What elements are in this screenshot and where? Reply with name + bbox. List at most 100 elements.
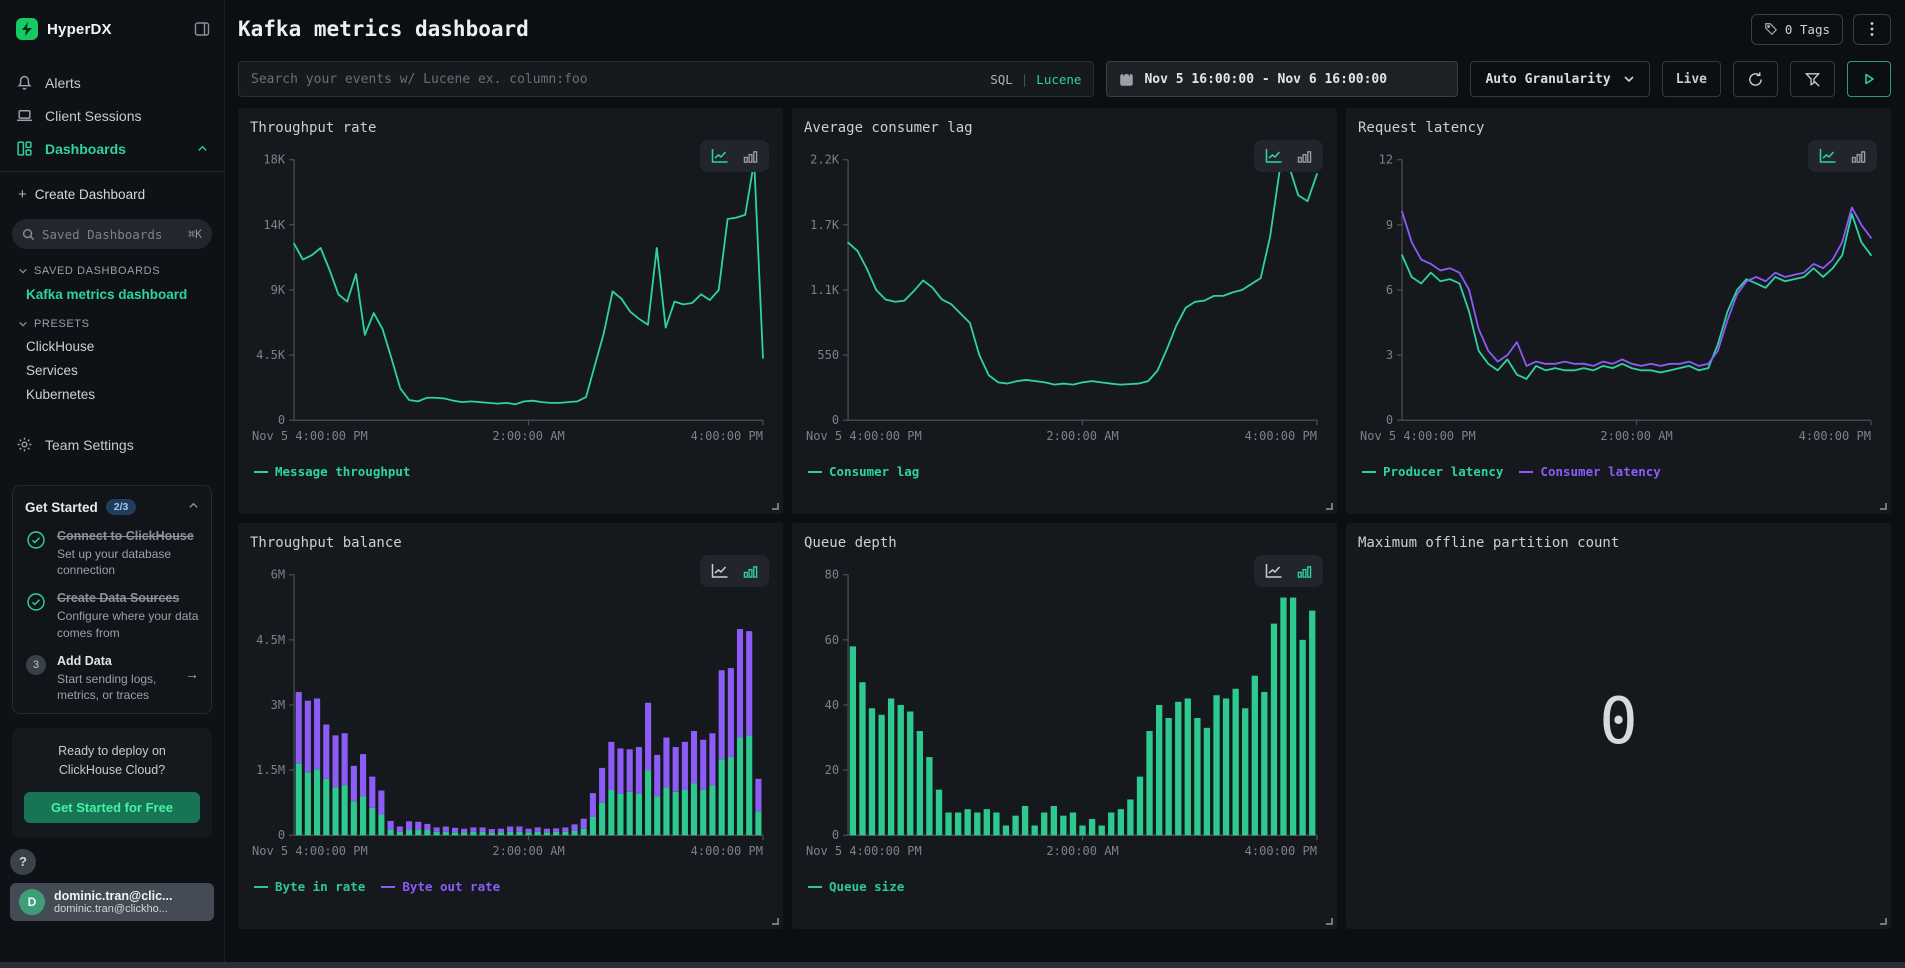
panel-title: Throughput rate	[250, 120, 377, 136]
bar-chart-icon[interactable]	[743, 149, 758, 164]
chart-canvas[interactable]: 0 4.5K 9K 14K 18K Nov 5 4:00:00 PM 2:00:00 AM 4…	[250, 144, 771, 462]
get-started-step-1[interactable]: Connect to ClickHouse Set up your databa…	[25, 529, 199, 578]
bar-chart-icon[interactable]	[1297, 564, 1312, 579]
sidebar-collapse-icon[interactable]	[194, 21, 210, 37]
legend-item: Byte in rate	[254, 879, 365, 894]
create-dashboard-button[interactable]: + Create Dashboard	[18, 186, 146, 203]
panel-resize-handle[interactable]	[772, 918, 779, 925]
chart-canvas[interactable]: 0 1.5M 3M 4.5M 6M Nov 5 4:00:00 PM 2:00:00 AM 4…	[250, 559, 771, 877]
sidebar-item-kafka-dashboard[interactable]: Kafka metrics dashboard	[26, 287, 188, 302]
sidebar-item-client-sessions[interactable]: Client Sessions	[0, 99, 224, 132]
legend-label: Message throughput	[275, 464, 411, 479]
event-search-box[interactable]: SQL | Lucene	[238, 61, 1095, 97]
date-range-picker[interactable]: Nov 5 16:00:00 - Nov 6 16:00:00	[1106, 61, 1459, 97]
refresh-button[interactable]	[1733, 61, 1778, 97]
svg-text:4.5K: 4.5K	[256, 348, 286, 362]
sidebar-item-clickhouse[interactable]: ClickHouse	[26, 339, 95, 354]
svg-text:6: 6	[1386, 283, 1393, 297]
shortcut-badge: ⌘K	[188, 227, 202, 241]
bar-chart-icon[interactable]	[743, 564, 758, 579]
run-query-button[interactable]	[1847, 61, 1891, 97]
svg-text:9K: 9K	[271, 283, 286, 297]
get-started-step-2[interactable]: Create Data Sources Configure where your…	[25, 591, 199, 640]
user-menu[interactable]: D dominic.tran@clic... dominic.tran@clic…	[10, 882, 214, 921]
panel-resize-handle[interactable]	[1880, 918, 1887, 925]
line-chart-icon[interactable]	[1265, 148, 1283, 164]
line-chart-icon[interactable]	[1265, 563, 1283, 579]
user-email: dominic.tran@clickho...	[54, 902, 168, 915]
tag-icon	[1765, 23, 1777, 36]
lucene-toggle[interactable]: Lucene	[1036, 71, 1082, 87]
svg-text:40: 40	[825, 698, 839, 712]
sidebar-item-label: Dashboards	[45, 140, 126, 157]
line-chart-icon[interactable]	[711, 563, 729, 579]
legend-label: Consumer latency	[1540, 464, 1661, 479]
chevron-up-icon[interactable]	[188, 498, 199, 516]
help-button[interactable]: ?	[10, 848, 36, 875]
get-started-free-button[interactable]: Get Started for Free	[24, 791, 200, 823]
legend-swatch	[381, 885, 396, 888]
panel-resize-handle[interactable]	[1880, 503, 1887, 510]
bar-chart-icon[interactable]	[1851, 149, 1866, 164]
step-title: Add Data	[57, 653, 112, 668]
toolbar: SQL | Lucene Nov 5 16:00:00 - Nov 6 16:0…	[238, 60, 1891, 98]
chart-panel-queue-depth: Queue depth 0 20 40 60 80 Nov 5 4:00:00 PM 2:0…	[792, 523, 1337, 929]
refresh-icon	[1749, 71, 1762, 86]
bell-icon	[17, 75, 32, 90]
svg-text:4.5M: 4.5M	[256, 633, 285, 647]
panel-resize-handle[interactable]	[1326, 918, 1333, 925]
plus-icon: +	[18, 186, 27, 203]
svg-text:0: 0	[832, 413, 839, 427]
svg-text:Nov 5 4:00:00 PM: Nov 5 4:00:00 PM	[252, 844, 368, 858]
saved-dashboards-section-header[interactable]: SAVED DASHBOARDS	[18, 265, 224, 277]
chart-canvas[interactable]: 0 3 6 9 12 Nov 5 4:00:00 PM 2:00:00 AM 4:00:00 …	[1358, 144, 1879, 462]
deploy-card: Ready to deploy on ClickHouse Cloud? Get…	[12, 728, 212, 837]
horizontal-scrollbar[interactable]	[0, 962, 1905, 968]
saved-dashboards-search-input[interactable]: Saved Dashboards ⌘K	[12, 219, 212, 249]
sql-toggle[interactable]: SQL	[990, 71, 1013, 87]
event-search-input[interactable]	[251, 71, 991, 87]
chart-canvas[interactable]: 0 20 40 60 80 Nov 5 4:00:00 PM 2:00:00 AM 4:00:…	[804, 559, 1325, 877]
chart-legend: Queue size	[808, 879, 1325, 894]
step-desc: Configure where your data comes from	[57, 609, 199, 640]
live-button[interactable]: Live	[1661, 61, 1721, 97]
chart-legend: Byte in rate Byte out rate	[254, 879, 771, 894]
bar-chart-icon[interactable]	[1297, 149, 1312, 164]
svg-text:2:00:00 AM: 2:00:00 AM	[1600, 429, 1672, 443]
svg-text:9: 9	[1386, 218, 1393, 232]
sidebar-item-services[interactable]: Services	[26, 363, 78, 378]
chart-canvas[interactable]: 0 550 1.1K 1.7K 2.2K Nov 5 4:00:00 PM 2:00:00 …	[804, 144, 1325, 462]
more-options-button[interactable]	[1853, 13, 1891, 45]
line-chart-icon[interactable]	[1819, 148, 1837, 164]
calendar-icon	[1120, 72, 1134, 86]
chevron-up-icon[interactable]	[197, 141, 208, 157]
presets-section-header[interactable]: PRESETS	[18, 318, 224, 330]
filter-button[interactable]	[1790, 61, 1835, 97]
step-title: Connect to ClickHouse	[57, 529, 194, 543]
query-language-toggle: SQL | Lucene	[990, 71, 1082, 87]
svg-text:2:00:00 AM: 2:00:00 AM	[1046, 429, 1118, 443]
svg-text:550: 550	[817, 348, 839, 362]
filter-off-icon	[1804, 72, 1821, 87]
svg-text:2:00:00 AM: 2:00:00 AM	[492, 844, 564, 858]
sidebar-item-alerts[interactable]: Alerts	[0, 66, 224, 99]
sidebar-item-team-settings[interactable]: Team Settings	[0, 428, 224, 461]
logo-text: HyperDX	[47, 20, 112, 38]
svg-text:12: 12	[1379, 153, 1393, 167]
date-range-value: Nov 5 16:00:00 - Nov 6 16:00:00	[1144, 71, 1388, 87]
panel-resize-handle[interactable]	[772, 503, 779, 510]
svg-text:4:00:00 PM: 4:00:00 PM	[1245, 844, 1317, 858]
panel-title: Queue depth	[804, 535, 897, 551]
svg-text:0: 0	[832, 828, 839, 842]
svg-text:2:00:00 AM: 2:00:00 AM	[492, 429, 564, 443]
panel-resize-handle[interactable]	[1326, 503, 1333, 510]
granularity-select[interactable]: Auto Granularity	[1470, 61, 1650, 97]
svg-text:80: 80	[825, 568, 839, 582]
get-started-step-3[interactable]: 3 Add Data Start sending logs, metrics, …	[25, 654, 199, 703]
legend-swatch	[254, 885, 268, 888]
svg-text:Nov 5 4:00:00 PM: Nov 5 4:00:00 PM	[806, 844, 922, 858]
line-chart-icon[interactable]	[711, 148, 729, 164]
sidebar-item-dashboards[interactable]: Dashboards	[0, 132, 224, 165]
tags-button[interactable]: 0 Tags	[1750, 13, 1843, 45]
sidebar-item-kubernetes[interactable]: Kubernetes	[26, 387, 96, 402]
